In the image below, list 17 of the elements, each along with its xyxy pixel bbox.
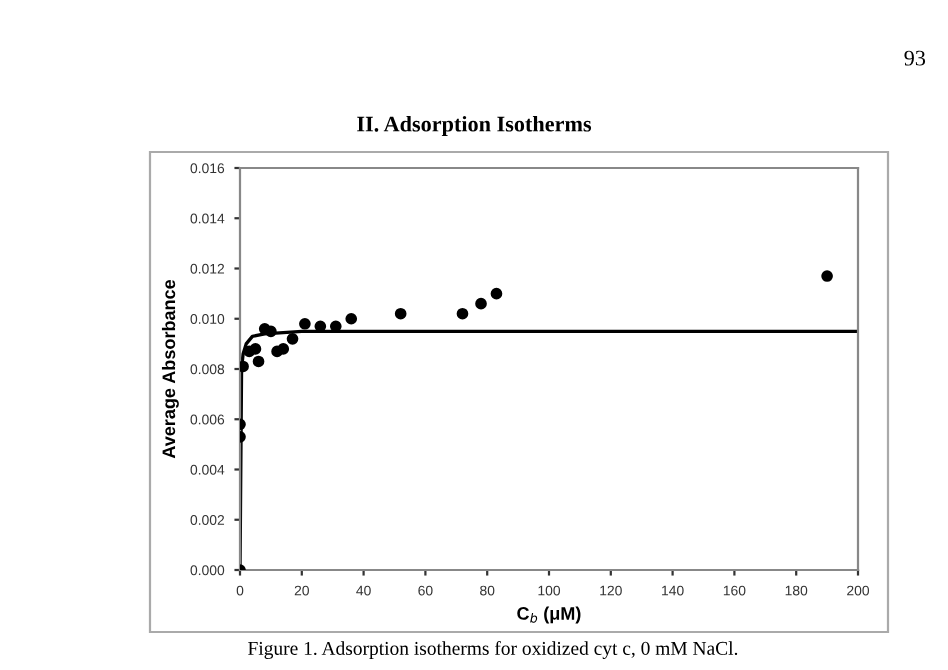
chart-title: II. Adsorption Isotherms <box>357 115 592 137</box>
point <box>277 343 290 355</box>
point <box>475 297 487 310</box>
point <box>252 355 265 368</box>
point <box>456 307 469 320</box>
point <box>286 333 299 345</box>
caption: Figure 1. Adsorption isotherms for oxidized cyt c, 0 mM NaCl. <box>248 641 738 659</box>
point <box>490 287 503 300</box>
point <box>821 270 833 282</box>
point <box>394 307 407 320</box>
text: 93 <box>904 50 926 66</box>
point <box>265 325 277 338</box>
x-axis-title: C$_{b}$ (μM) <box>517 606 581 624</box>
point <box>299 317 311 330</box>
y-axis-title: Average Absorbance <box>161 279 179 459</box>
point <box>249 343 262 355</box>
point <box>345 312 358 325</box>
